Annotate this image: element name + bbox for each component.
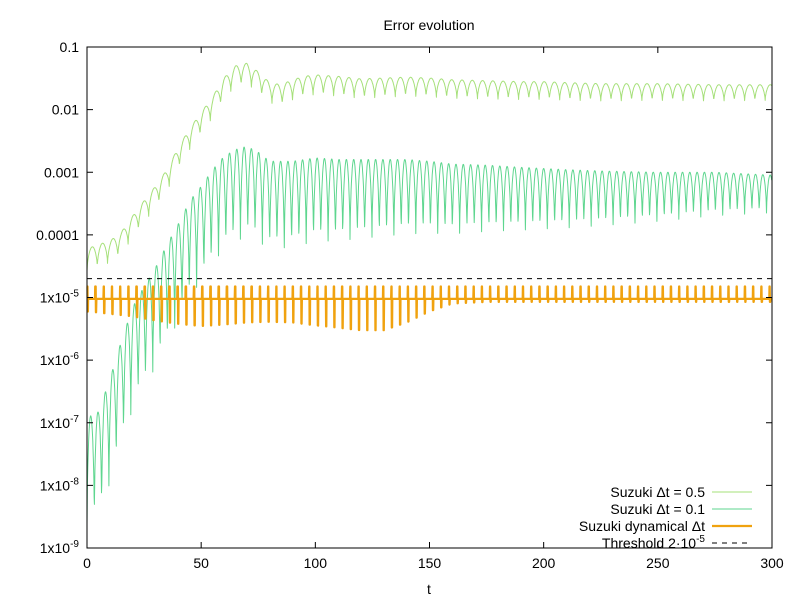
plot-frame bbox=[86, 46, 773, 549]
legend-label: Suzuki Δt = 0.1 bbox=[610, 501, 705, 517]
chart-title: Error evolution bbox=[383, 17, 474, 33]
x-tick-label: 200 bbox=[532, 555, 556, 571]
plot-area bbox=[86, 62, 773, 525]
x-tick-label: 300 bbox=[760, 555, 784, 571]
y-axis: 1x10-9 1x10-8 1x10-7 1x10-6 1x10-5 0.0001 0.00… bbox=[36, 39, 772, 556]
legend-label: Suzuki Δt = 0.5 bbox=[610, 484, 705, 500]
x-tick-label: 150 bbox=[418, 555, 442, 571]
series-line bbox=[86, 146, 773, 525]
y-tick-label: 0.0001 bbox=[36, 227, 79, 243]
y-tick-label: 0.01 bbox=[52, 102, 79, 118]
legend-label: Suzuki dynamical Δt bbox=[579, 518, 705, 534]
y-tick-label: 0.001 bbox=[44, 164, 79, 180]
x-tick-label: 50 bbox=[193, 555, 209, 571]
y-tick-label: 1x10-9 bbox=[40, 539, 80, 556]
series-line bbox=[86, 62, 773, 271]
y-tick-label: 1x10-5 bbox=[40, 289, 80, 306]
x-tick-label: 0 bbox=[83, 555, 91, 571]
y-tick-label: 0.1 bbox=[60, 39, 80, 55]
x-axis-label: t bbox=[427, 581, 431, 597]
x-tick-label: 250 bbox=[646, 555, 670, 571]
x-tick-label: 100 bbox=[304, 555, 328, 571]
y-tick-label: 1x10-6 bbox=[40, 351, 80, 368]
y-tick-label: 1x10-7 bbox=[40, 414, 80, 431]
y-tick-label: 1x10-8 bbox=[40, 476, 80, 493]
series-line bbox=[86, 285, 773, 332]
x-axis: 0 50 100 150 200 250 300 bbox=[83, 47, 784, 571]
legend-label: Threshold 2·10-5 bbox=[602, 534, 706, 551]
